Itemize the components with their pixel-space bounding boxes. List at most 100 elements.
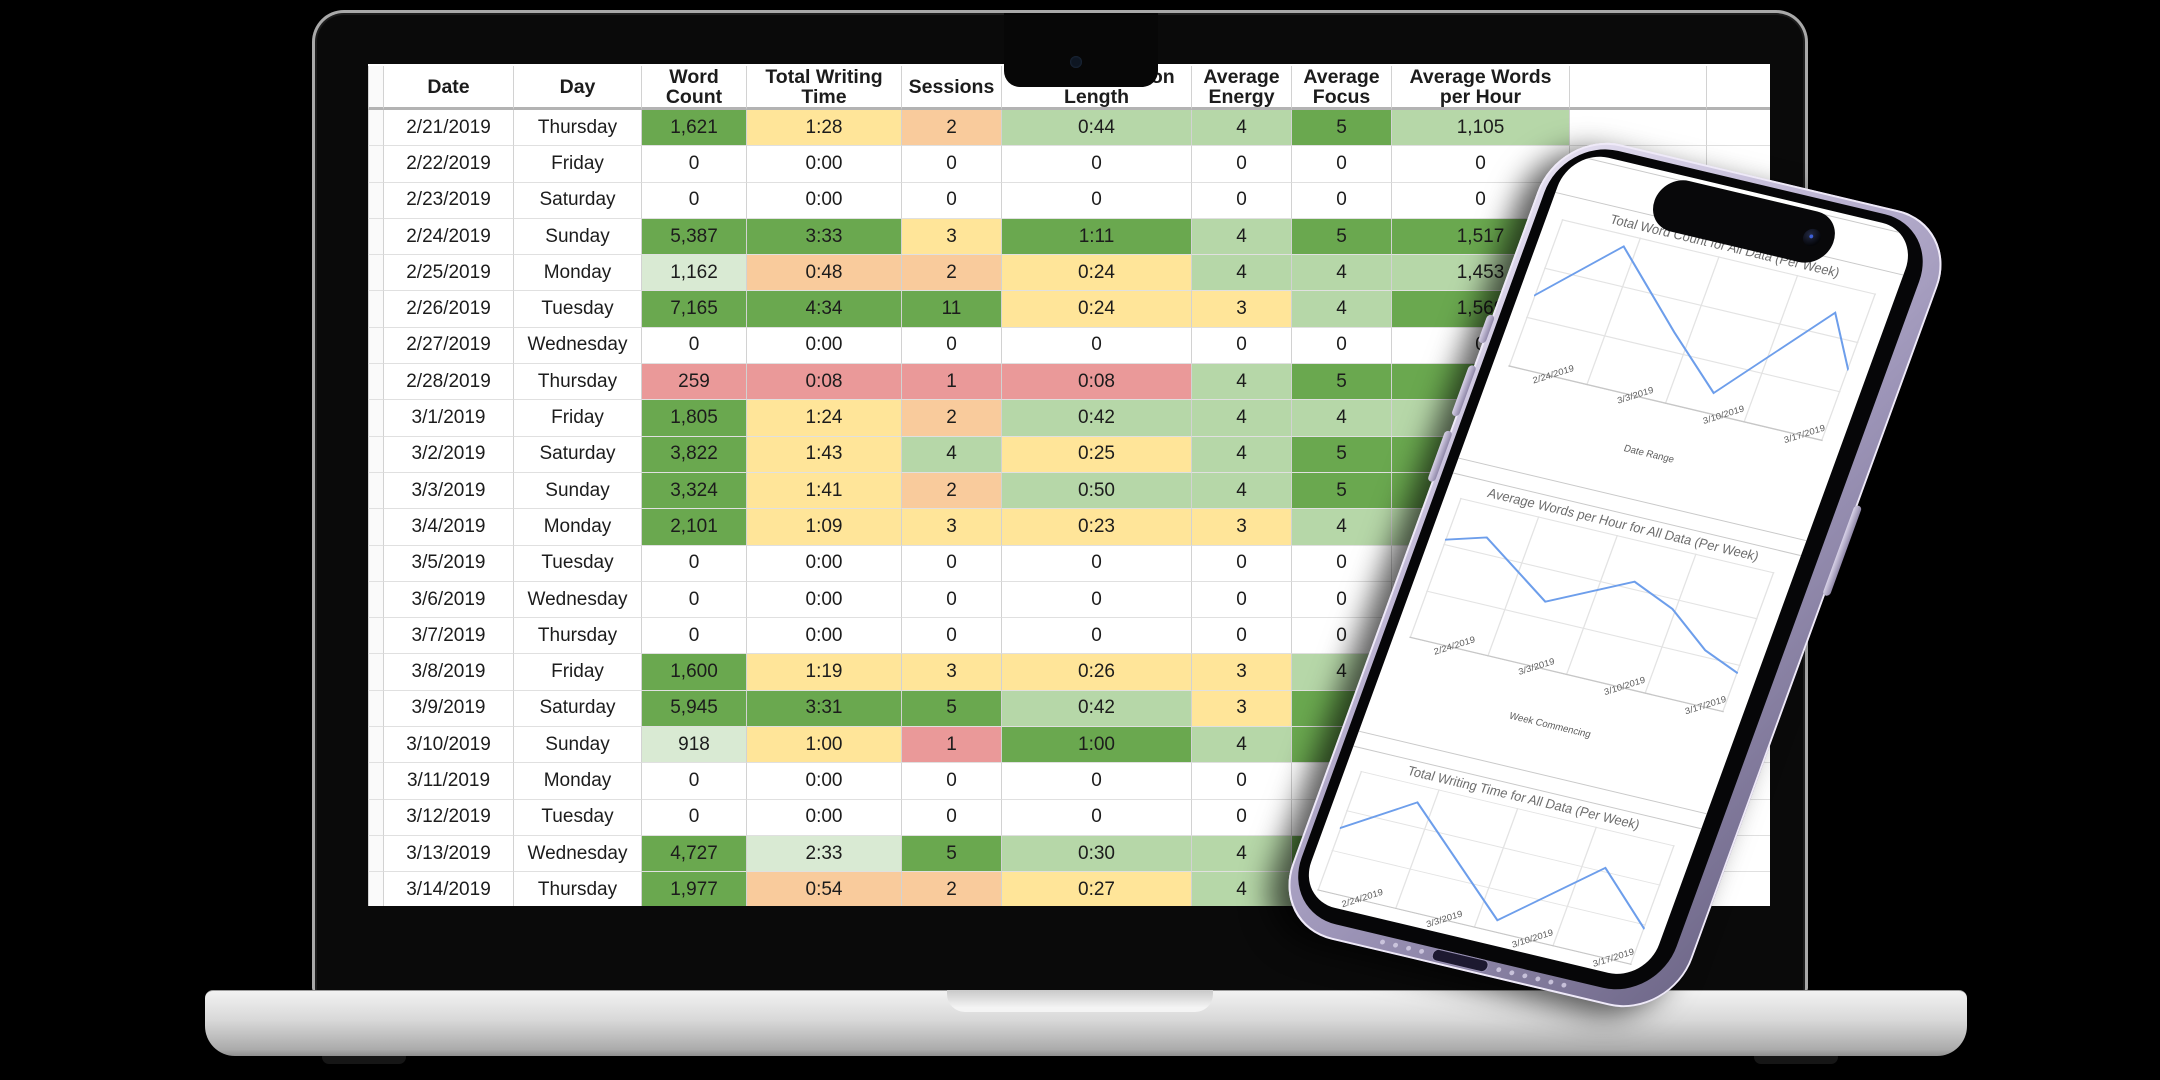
value-cell[interactable]: 0 bbox=[1002, 182, 1192, 219]
value-cell[interactable]: 0:25 bbox=[1002, 436, 1192, 473]
date-cell[interactable]: 3/9/2019 bbox=[384, 690, 514, 728]
value-cell[interactable]: 1:24 bbox=[747, 400, 902, 437]
value-cell[interactable]: 4 bbox=[1192, 400, 1292, 437]
date-cell[interactable]: 2/22/2019 bbox=[384, 146, 514, 183]
value-cell[interactable]: 0 bbox=[642, 763, 747, 800]
value-cell[interactable]: 0 bbox=[902, 146, 1002, 183]
date-cell[interactable]: 3/10/2019 bbox=[384, 727, 514, 764]
header-cell[interactable]: Word Count bbox=[642, 66, 747, 110]
value-cell[interactable]: 0 bbox=[1192, 545, 1292, 582]
value-cell[interactable] bbox=[1707, 110, 1770, 147]
day-cell[interactable]: Thursday bbox=[514, 618, 642, 655]
value-cell[interactable]: 2 bbox=[902, 255, 1002, 292]
value-cell[interactable]: 0 bbox=[902, 799, 1002, 836]
header-cell[interactable]: Day bbox=[514, 66, 642, 110]
value-cell[interactable] bbox=[368, 654, 384, 691]
value-cell[interactable]: 4 bbox=[1192, 872, 1292, 906]
value-cell[interactable]: 4 bbox=[1192, 436, 1292, 473]
value-cell[interactable]: 0:08 bbox=[747, 364, 902, 401]
header-cell-empty[interactable] bbox=[1570, 66, 1707, 110]
day-cell[interactable]: Monday bbox=[514, 255, 642, 292]
day-cell[interactable]: Thursday bbox=[514, 872, 642, 906]
date-cell[interactable]: 2/21/2019 bbox=[384, 110, 514, 147]
value-cell[interactable]: 3:33 bbox=[747, 218, 902, 256]
value-cell[interactable]: 4 bbox=[1192, 835, 1292, 873]
value-cell[interactable] bbox=[368, 472, 384, 510]
header-cell[interactable]: Average Focus bbox=[1292, 66, 1392, 110]
value-cell[interactable]: 5 bbox=[1292, 472, 1392, 510]
value-cell[interactable]: 0:42 bbox=[1002, 400, 1192, 437]
value-cell[interactable]: 0 bbox=[1192, 799, 1292, 836]
value-cell[interactable]: 1 bbox=[902, 364, 1002, 401]
value-cell[interactable]: 3:31 bbox=[747, 690, 902, 728]
value-cell[interactable]: 918 bbox=[642, 727, 747, 764]
value-cell[interactable]: 3 bbox=[902, 654, 1002, 691]
value-cell[interactable]: 0 bbox=[1002, 545, 1192, 582]
value-cell[interactable]: 2:33 bbox=[747, 835, 902, 873]
day-cell[interactable]: Wednesday bbox=[514, 835, 642, 873]
value-cell[interactable] bbox=[1707, 800, 1770, 836]
value-cell[interactable]: 3,822 bbox=[642, 436, 747, 473]
date-cell[interactable]: 3/4/2019 bbox=[384, 509, 514, 546]
value-cell[interactable]: 0 bbox=[902, 763, 1002, 800]
header-cell[interactable]: Date bbox=[384, 66, 514, 110]
value-cell[interactable]: 5 bbox=[902, 690, 1002, 728]
value-cell[interactable] bbox=[368, 110, 384, 147]
value-cell[interactable] bbox=[368, 364, 384, 401]
date-cell[interactable]: 2/28/2019 bbox=[384, 364, 514, 401]
value-cell[interactable]: 5 bbox=[1292, 218, 1392, 256]
header-cell[interactable]: Total Writing Time bbox=[747, 66, 902, 110]
value-cell[interactable]: 0 bbox=[1192, 146, 1292, 183]
value-cell[interactable]: 0 bbox=[642, 618, 747, 655]
value-cell[interactable] bbox=[368, 763, 384, 800]
header-cell-empty[interactable] bbox=[368, 66, 384, 110]
value-cell[interactable]: 4 bbox=[1192, 727, 1292, 764]
value-cell[interactable]: 0:24 bbox=[1002, 255, 1192, 292]
value-cell[interactable] bbox=[368, 291, 384, 328]
value-cell[interactable]: 0:44 bbox=[1002, 110, 1192, 147]
value-cell[interactable]: 0 bbox=[642, 545, 747, 582]
value-cell[interactable]: 4 bbox=[1292, 509, 1392, 546]
value-cell[interactable]: 1:11 bbox=[1002, 218, 1192, 256]
value-cell[interactable]: 0 bbox=[1292, 146, 1392, 183]
value-cell[interactable]: 0 bbox=[1292, 545, 1392, 582]
value-cell[interactable] bbox=[368, 618, 384, 655]
value-cell[interactable]: 0 bbox=[642, 799, 747, 836]
header-cell-empty[interactable] bbox=[1707, 66, 1770, 110]
value-cell[interactable]: 0:00 bbox=[747, 182, 902, 219]
value-cell[interactable]: 1:00 bbox=[747, 727, 902, 764]
day-cell[interactable]: Thursday bbox=[514, 110, 642, 147]
day-cell[interactable]: Friday bbox=[514, 146, 642, 183]
value-cell[interactable] bbox=[368, 835, 384, 873]
day-cell[interactable]: Friday bbox=[514, 654, 642, 691]
value-cell[interactable]: 0:42 bbox=[1002, 690, 1192, 728]
value-cell[interactable]: 0 bbox=[1002, 327, 1192, 365]
value-cell[interactable]: 0:00 bbox=[747, 327, 902, 365]
value-cell[interactable]: 2 bbox=[902, 872, 1002, 906]
day-cell[interactable]: Tuesday bbox=[514, 545, 642, 582]
value-cell[interactable]: 0:30 bbox=[1002, 835, 1192, 873]
value-cell[interactable] bbox=[368, 255, 384, 292]
value-cell[interactable]: 2 bbox=[902, 400, 1002, 437]
day-cell[interactable]: Sunday bbox=[514, 727, 642, 764]
date-cell[interactable]: 2/23/2019 bbox=[384, 182, 514, 219]
value-cell[interactable]: 4 bbox=[1292, 400, 1392, 437]
value-cell[interactable]: 1 bbox=[902, 727, 1002, 764]
value-cell[interactable]: 0 bbox=[1292, 182, 1392, 219]
date-cell[interactable]: 3/14/2019 bbox=[384, 872, 514, 906]
value-cell[interactable]: 259 bbox=[642, 364, 747, 401]
value-cell[interactable]: 0 bbox=[1292, 327, 1392, 365]
value-cell[interactable]: 3,324 bbox=[642, 472, 747, 510]
value-cell[interactable]: 1,600 bbox=[642, 654, 747, 691]
value-cell[interactable]: 1,105 bbox=[1392, 110, 1570, 147]
value-cell[interactable]: 0:00 bbox=[747, 799, 902, 836]
value-cell[interactable]: 3 bbox=[902, 509, 1002, 546]
value-cell[interactable]: 7,165 bbox=[642, 291, 747, 328]
value-cell[interactable]: 5 bbox=[1292, 110, 1392, 147]
day-cell[interactable]: Monday bbox=[514, 509, 642, 546]
header-cell[interactable]: Average Words per Hour bbox=[1392, 66, 1570, 110]
value-cell[interactable]: 1,805 bbox=[642, 400, 747, 437]
value-cell[interactable]: 0:50 bbox=[1002, 472, 1192, 510]
value-cell[interactable] bbox=[368, 182, 384, 219]
day-cell[interactable]: Tuesday bbox=[514, 291, 642, 328]
